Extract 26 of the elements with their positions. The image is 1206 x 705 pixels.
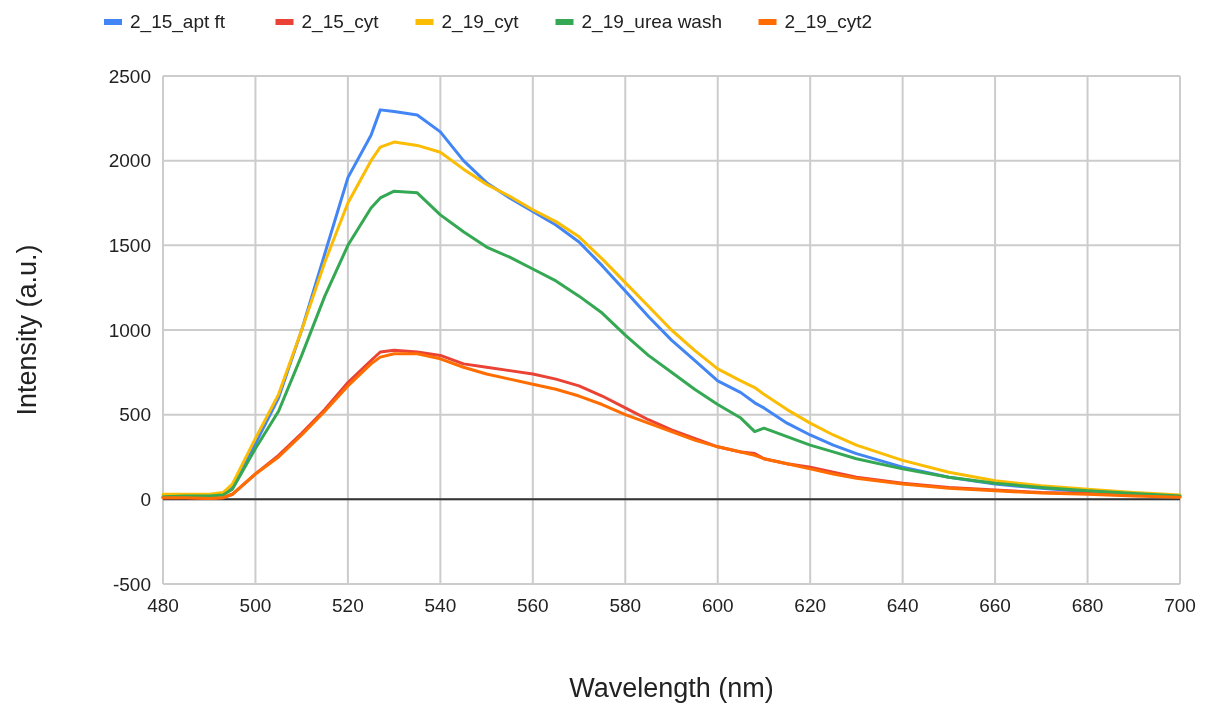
x-tick-label: 540: [424, 595, 457, 616]
x-tick-label: 500: [239, 595, 272, 616]
y-tick-label: 0: [140, 488, 151, 510]
y-axis-title: Intensity (a.u.): [12, 244, 42, 416]
x-tick-label: 660: [979, 595, 1011, 616]
legend-label: 2_19_cyt2: [784, 11, 873, 33]
x-tick-label: 680: [1071, 595, 1104, 616]
y-tick-label: 500: [119, 404, 151, 426]
x-tick-label: 640: [886, 595, 919, 616]
x-tick-label: 520: [332, 595, 364, 616]
x-tick-label: 700: [1164, 595, 1196, 616]
y-tick-label: 2500: [108, 65, 151, 87]
x-tick-label: 580: [609, 595, 642, 616]
x-tick-label: 620: [794, 595, 827, 616]
y-tick-label: 1500: [108, 234, 151, 256]
x-tick-label: 600: [701, 595, 734, 616]
y-tick-label: 2000: [108, 150, 151, 172]
x-tick-label: 560: [516, 595, 549, 616]
x-axis-title: Wavelength (nm): [569, 673, 774, 703]
legend-label: 2_15_cyt: [301, 11, 380, 33]
legend-label: 2_19_cyt: [441, 11, 520, 33]
y-tick-label: -500: [112, 573, 151, 595]
x-tick-label: 480: [147, 595, 179, 616]
y-tick-label: 1000: [108, 319, 151, 341]
legend-label: 2_19_urea wash: [581, 11, 722, 33]
legend-label: 2_15_apt ft: [130, 11, 226, 33]
